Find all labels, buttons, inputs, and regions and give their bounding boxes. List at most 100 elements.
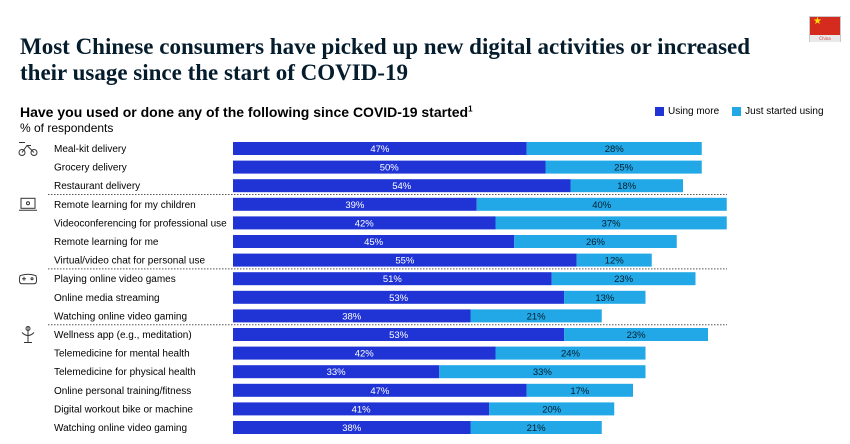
data-label-using-more-virtual-video-chat-for-personal-use-1-3: 55% (395, 256, 415, 267)
bar-using-more-digital-workout-bike-or-machine-3-4 (233, 402, 490, 416)
data-label-using-more-restaurant-delivery-0-2: 54% (392, 181, 412, 192)
row-label-online-media-streaming-2-1: Online media streaming (54, 293, 160, 304)
bar-using-more-remote-learning-for-my-children-1-0 (233, 197, 477, 211)
bar-using-more-watching-online-video-gaming-2-2 (233, 309, 471, 323)
bar-using-more-playing-online-video-games-2-0 (233, 272, 552, 286)
bar-using-more-watching-online-video-gaming-3-5 (233, 421, 471, 434)
bar-using-more-online-media-streaming-2-1 (233, 290, 565, 304)
data-label-using-more-meal-kit-delivery-0-0: 47% (370, 144, 390, 155)
bar-using-more-wellness-app-e-g-meditation-3-0 (233, 328, 565, 341)
data-label-just-started-using-telemedicine-for-physical-health-3-2: 33% (533, 367, 553, 378)
bar-using-more-telemedicine-for-mental-health-3-1 (233, 346, 496, 360)
data-label-using-more-digital-workout-bike-or-machine-3-4: 41% (352, 404, 372, 415)
chart-title: Have you used or done any of the followi… (20, 104, 473, 120)
bar-just-started-using-grocery-delivery-0-1 (545, 160, 702, 174)
chart-title-footnote: 1 (468, 104, 473, 114)
gamepad-icon (18, 273, 38, 285)
data-label-using-more-grocery-delivery-0-1: 50% (380, 163, 400, 174)
bar-just-started-using-remote-learning-for-my-children-1-0 (476, 197, 727, 211)
bar-using-more-restaurant-delivery-0-2 (233, 179, 571, 193)
data-label-using-more-telemedicine-for-physical-health-3-2: 33% (327, 367, 347, 378)
headline: Most Chinese consumers have picked up ne… (20, 34, 751, 85)
row-label-grocery-delivery-0-1: Grocery delivery (54, 163, 127, 174)
bar-using-more-online-personal-training-fitness-3-3 (233, 383, 527, 397)
row-label-remote-learning-for-my-children-1-0: Remote learning for my children (54, 200, 196, 211)
data-label-just-started-using-remote-learning-for-my-children-1-0: 40% (592, 200, 612, 211)
legend-swatch-using-more (655, 107, 664, 116)
data-label-just-started-using-telemedicine-for-mental-health-3-1: 24% (561, 349, 581, 360)
data-label-using-more-online-media-streaming-2-1: 53% (389, 293, 409, 304)
row-label-watching-online-video-gaming-2-2: Watching online video gaming (54, 311, 187, 322)
data-label-just-started-using-online-media-streaming-2-1: 13% (595, 293, 615, 304)
data-label-just-started-using-playing-online-video-games-2-0: 23% (614, 274, 634, 285)
row-label-watching-online-video-gaming-3-5: Watching online video gaming (54, 423, 187, 434)
data-label-just-started-using-restaurant-delivery-0-2: 18% (617, 181, 637, 192)
legend-item-just-started: Just started using (732, 106, 824, 117)
row-label-remote-learning-for-me-1-2: Remote learning for me (54, 237, 159, 248)
row-label-digital-workout-bike-or-machine-3-4: Digital workout bike or machine (54, 404, 193, 415)
row-label-online-personal-training-fitness-3-3: Online personal training/fitness (54, 386, 191, 397)
data-label-just-started-using-videoconferencing-for-professional-use-1-1: 37% (602, 218, 622, 229)
row-label-telemedicine-for-physical-health-3-2: Telemedicine for physical health (54, 367, 196, 378)
data-label-just-started-using-virtual-video-chat-for-personal-use-1-3: 12% (605, 256, 625, 267)
data-label-just-started-using-online-personal-training-fitness-3-3: 17% (570, 386, 590, 397)
flag-star-icon: ★ (813, 16, 822, 27)
bar-just-started-using-remote-learning-for-me-1-2 (514, 235, 677, 248)
bar-just-started-using-wellness-app-e-g-meditation-3-0 (564, 328, 708, 341)
bar-just-started-using-virtual-video-chat-for-personal-use-1-3 (576, 253, 652, 267)
row-label-playing-online-video-games-2-0: Playing online video games (54, 274, 176, 285)
data-label-just-started-using-meal-kit-delivery-0-0: 28% (605, 144, 625, 155)
bar-using-more-telemedicine-for-physical-health-3-2 (233, 365, 440, 379)
data-label-using-more-videoconferencing-for-professional-use-1-1: 42% (355, 218, 375, 229)
legend-label-just-started: Just started using (745, 106, 824, 117)
data-label-using-more-online-personal-training-fitness-3-3: 47% (370, 386, 390, 397)
bar-just-started-using-videoconferencing-for-professional-use-1-1 (495, 216, 727, 230)
bar-using-more-virtual-video-chat-for-personal-use-1-3 (233, 253, 577, 267)
data-label-just-started-using-wellness-app-e-g-meditation-3-0: 23% (627, 330, 647, 341)
data-label-just-started-using-grocery-delivery-0-1: 25% (614, 163, 634, 174)
legend-item-using-more: Using more (655, 106, 719, 117)
bar-just-started-using-watching-online-video-gaming-2-2 (470, 309, 602, 323)
row-label-telemedicine-for-mental-health-3-1: Telemedicine for mental health (54, 349, 190, 360)
bar-using-more-meal-kit-delivery-0-0 (233, 142, 527, 155)
data-label-just-started-using-digital-workout-bike-or-machine-3-4: 20% (542, 404, 562, 415)
bar-just-started-using-meal-kit-delivery-0-0 (526, 142, 702, 155)
bar-using-more-remote-learning-for-me-1-2 (233, 235, 515, 248)
bar-using-more-videoconferencing-for-professional-use-1-1 (233, 216, 496, 230)
bar-just-started-using-playing-online-video-games-2-0 (551, 272, 696, 286)
data-label-using-more-watching-online-video-gaming-2-2: 38% (342, 311, 362, 322)
data-label-using-more-wellness-app-e-g-meditation-3-0: 53% (389, 330, 409, 341)
row-label-videoconferencing-for-professional-use-1-1: Videoconferencing for professional use (54, 218, 227, 229)
flag-caption: China (810, 35, 840, 42)
data-label-using-more-remote-learning-for-my-children-1-0: 39% (345, 200, 365, 211)
data-label-using-more-telemedicine-for-mental-health-3-1: 42% (355, 349, 375, 360)
china-flag-icon: ★ China (809, 16, 841, 42)
row-label-virtual-video-chat-for-personal-use-1-3: Virtual/video chat for personal use (54, 256, 205, 267)
data-label-using-more-remote-learning-for-me-1-2: 45% (364, 237, 384, 248)
chart-legend: Using more Just started using (655, 106, 837, 117)
row-label-meal-kit-delivery-0-0: Meal-kit delivery (54, 144, 126, 155)
bar-using-more-grocery-delivery-0-1 (233, 160, 546, 174)
chart-title-text: Have you used or done any of the followi… (20, 104, 469, 120)
bar-just-started-using-online-personal-training-fitness-3-3 (526, 383, 633, 397)
bar-just-started-using-online-media-streaming-2-1 (564, 290, 646, 304)
data-label-using-more-watching-online-video-gaming-3-5: 38% (342, 423, 362, 434)
data-label-just-started-using-watching-online-video-gaming-2-2: 21% (527, 311, 547, 322)
bar-just-started-using-watching-online-video-gaming-3-5 (470, 421, 602, 434)
row-label-wellness-app-e-g-meditation-3-0: Wellness app (e.g., meditation) (54, 330, 192, 341)
data-label-using-more-playing-online-video-games-2-0: 51% (383, 274, 403, 285)
data-label-just-started-using-watching-online-video-gaming-3-5: 21% (527, 423, 547, 434)
delivery-icon (18, 142, 38, 156)
legend-label-using-more: Using more (668, 106, 720, 117)
legend-swatch-just-started (732, 107, 742, 116)
bar-just-started-using-digital-workout-bike-or-machine-3-4 (489, 402, 615, 416)
bar-just-started-using-telemedicine-for-mental-health-3-1 (495, 346, 646, 360)
wellness-icon (21, 326, 35, 343)
laptop-icon (19, 197, 37, 211)
bar-just-started-using-restaurant-delivery-0-2 (570, 179, 683, 193)
data-label-just-started-using-remote-learning-for-me-1-2: 26% (586, 237, 606, 248)
bar-just-started-using-telemedicine-for-physical-health-3-2 (439, 365, 646, 379)
row-label-restaurant-delivery-0-2: Restaurant delivery (54, 181, 140, 192)
chart-subtitle: % of respondents (20, 121, 114, 135)
